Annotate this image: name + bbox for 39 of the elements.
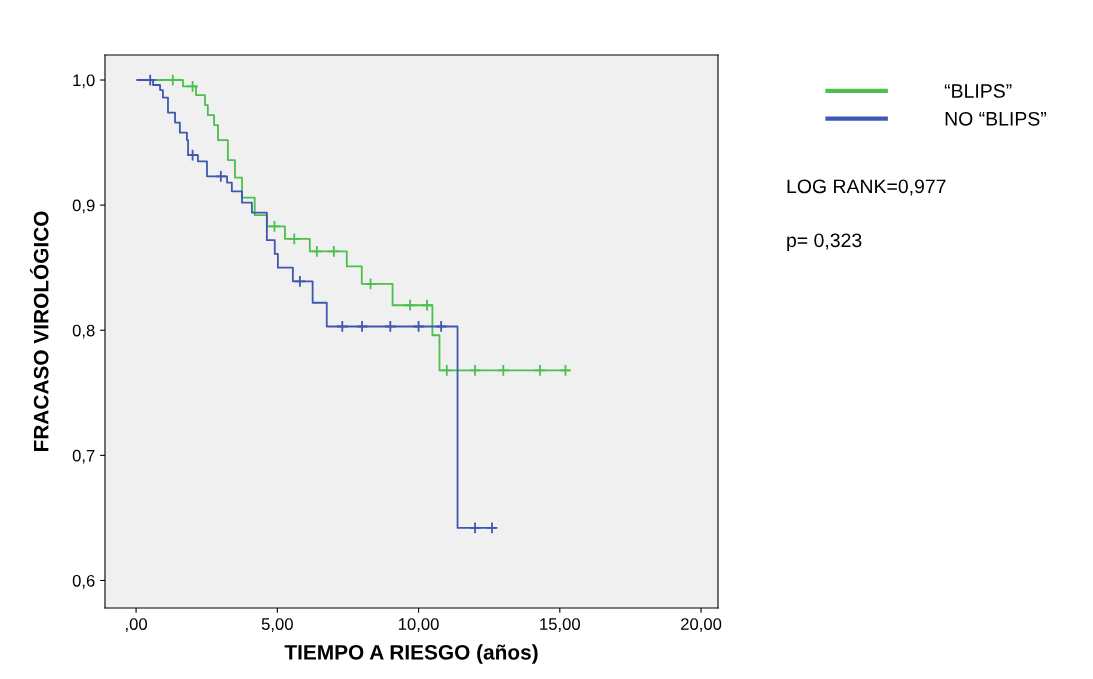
point <box>440 364 454 377</box>
point <box>336 320 349 333</box>
x-tick-label: 15,00 <box>540 618 581 632</box>
point <box>355 320 369 333</box>
point <box>293 275 307 288</box>
text: NO “BLIPS” <box>945 111 1047 126</box>
point <box>364 277 377 291</box>
point <box>384 320 397 333</box>
point <box>497 364 510 377</box>
y-tick-label: 1,0 <box>73 74 95 89</box>
point <box>412 320 425 333</box>
point <box>310 245 324 258</box>
text: p= 0,323 <box>787 233 862 252</box>
point <box>268 220 281 233</box>
point <box>327 245 341 258</box>
point <box>485 521 499 535</box>
text: “BLIPS” <box>944 84 1012 98</box>
point <box>468 364 482 377</box>
y-tick-label: 0,7 <box>72 449 95 464</box>
text: LOG RANK=0,977 <box>787 179 946 196</box>
point <box>559 364 572 377</box>
x-tick-label: 10,00 <box>398 618 439 632</box>
point <box>403 298 417 312</box>
x-axis-title: TIEMPO A RIESGO (años) <box>284 644 538 664</box>
point <box>420 298 434 312</box>
point <box>434 320 448 333</box>
point <box>186 79 199 93</box>
point <box>287 232 301 246</box>
x-tick-label: ,00 <box>125 618 148 632</box>
point <box>468 521 482 535</box>
y-tick-label: 0,6 <box>72 574 95 589</box>
x-tick-label: 20,00 <box>681 618 722 632</box>
point <box>533 364 547 377</box>
x-tick-label: 5,00 <box>261 618 293 632</box>
point <box>186 148 199 162</box>
y-axis-title: FRACASO VIROLÓGICO <box>29 211 49 452</box>
y-tick-label: 0,9 <box>72 199 95 214</box>
y-tick-label: 0,8 <box>72 324 95 339</box>
point <box>214 170 228 183</box>
